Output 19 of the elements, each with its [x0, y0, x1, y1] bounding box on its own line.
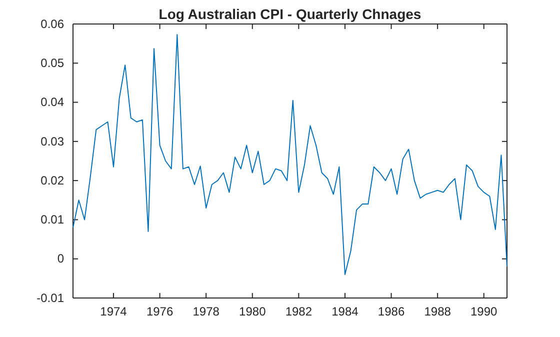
x-tick-label: 1988	[424, 304, 452, 319]
x-tick-label: 1984	[332, 304, 359, 319]
x-tick-label: 1978	[192, 304, 220, 319]
chart-title: Log Australian CPI - Quarterly Chnages	[158, 6, 422, 22]
y-tick-label: 0.03	[40, 134, 64, 148]
y-tick-label: -0.01	[36, 290, 64, 305]
x-tick-label: 1982	[285, 304, 312, 319]
line-series	[72, 34, 508, 276]
y-tick-label: 0	[57, 252, 64, 266]
y-tick-label: 0.01	[40, 212, 64, 227]
x-tick-label: 1976	[146, 304, 174, 319]
x-tick-label: 1990	[470, 304, 498, 319]
y-tick-label: 0.05	[40, 56, 64, 70]
y-tick-label: 0.02	[40, 173, 64, 188]
x-tick-label: 1974	[100, 304, 128, 319]
x-tick-label: 1986	[378, 304, 405, 319]
y-tick-label: 0.04	[40, 95, 64, 110]
x-tick-label: 1980	[239, 304, 266, 319]
y-tick-label: 0.06	[40, 16, 64, 31]
